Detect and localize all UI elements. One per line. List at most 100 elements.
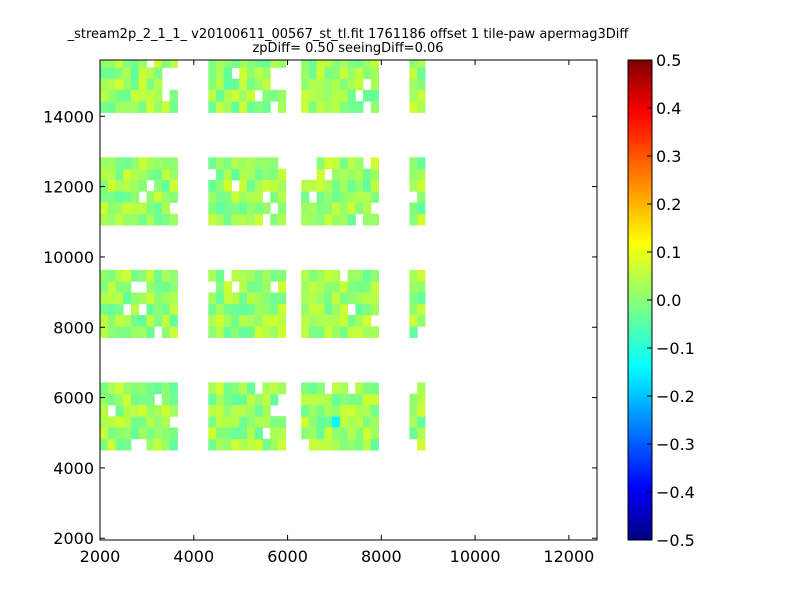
heatmap-cell <box>138 101 147 113</box>
x-tick-label: 10000 <box>450 547 501 566</box>
heatmap-cell <box>277 89 287 102</box>
heatmap-cell <box>332 202 341 215</box>
heatmap-cell <box>169 179 178 192</box>
heatmap-cell <box>277 179 287 192</box>
heatmap-cell <box>355 168 364 181</box>
heatmap-cell <box>277 101 287 113</box>
heatmap-cell <box>146 314 155 327</box>
heatmap-cell <box>355 427 364 440</box>
heatmap-cell <box>216 157 225 170</box>
heatmap-cell <box>339 382 349 395</box>
heatmap-cell <box>262 67 271 80</box>
heatmap-cell <box>254 78 263 91</box>
heatmap-cell <box>417 168 426 181</box>
heatmap-cell <box>169 101 178 113</box>
heatmap-cell <box>332 314 341 327</box>
heatmap-cell <box>169 404 178 417</box>
heatmap-cell <box>154 67 163 80</box>
heatmap-cell <box>308 393 318 406</box>
heatmap-cell <box>169 213 178 226</box>
heatmap-cell <box>107 382 116 395</box>
heatmap-cell <box>301 179 310 192</box>
heatmap-cell <box>107 67 116 80</box>
heatmap-cell <box>409 157 418 170</box>
heatmap-cell <box>208 314 217 327</box>
heatmap-cell <box>231 101 240 113</box>
heatmap-cell <box>254 438 263 451</box>
heatmap-cell <box>301 393 310 406</box>
heatmap-cell <box>355 179 364 192</box>
heatmap-cell <box>208 416 217 428</box>
heatmap-cell <box>100 60 109 68</box>
heatmap-cell <box>130 303 140 316</box>
heatmap-cell <box>347 326 356 338</box>
heatmap-cell <box>316 292 325 305</box>
heatmap-cell <box>316 191 325 203</box>
heatmap-cell <box>417 269 426 282</box>
heatmap-cell <box>355 303 364 316</box>
heatmap-cell <box>107 213 116 226</box>
heatmap-cell <box>347 78 356 91</box>
colorbar-tick-label: −0.5 <box>656 531 695 550</box>
heatmap-cell <box>409 179 418 192</box>
heatmap-cell <box>308 303 318 316</box>
heatmap-cell <box>301 213 310 226</box>
heatmap-cell <box>246 269 256 282</box>
heatmap-cell <box>316 213 325 226</box>
heatmap-cell <box>363 292 372 305</box>
heatmap-cell <box>100 78 109 91</box>
heatmap-cell <box>347 89 356 102</box>
heatmap-cell <box>138 382 147 395</box>
heatmap-cell <box>332 101 341 113</box>
heatmap-cell <box>231 326 240 338</box>
heatmap-cell <box>308 427 318 440</box>
heatmap-cell <box>107 202 116 215</box>
heatmap-cell <box>216 101 225 113</box>
heatmap-cell <box>347 202 356 215</box>
heatmap-cell <box>254 157 263 170</box>
heatmap-cell <box>130 101 140 113</box>
heatmap-cell <box>161 60 171 68</box>
heatmap-cell <box>246 60 256 68</box>
heatmap-cell <box>301 314 310 327</box>
heatmap-cell <box>130 292 140 305</box>
heatmap-cell <box>146 382 155 395</box>
heatmap-cell <box>115 404 124 417</box>
heatmap-cell <box>347 101 356 113</box>
heatmap-cell <box>316 202 325 215</box>
heatmap-cell <box>107 89 116 102</box>
heatmap-cell <box>262 269 271 282</box>
heatmap-cell <box>355 101 364 113</box>
heatmap-cell <box>370 101 380 113</box>
heatmap-cell <box>339 67 349 80</box>
heatmap-cell <box>107 292 116 305</box>
heatmap-cell <box>154 438 163 451</box>
heatmap-cell <box>239 292 248 305</box>
heatmap-cell <box>154 168 163 181</box>
heatmap-cell <box>223 191 233 203</box>
heatmap-cell <box>262 202 271 215</box>
heatmap-cell <box>355 438 364 451</box>
heatmap-cell <box>138 89 147 102</box>
y-tick-label: 2000 <box>53 529 94 548</box>
heatmap-cell <box>339 157 349 170</box>
heatmap-cell <box>115 292 124 305</box>
heatmap-cell <box>208 67 217 80</box>
heatmap-cell <box>208 202 217 215</box>
heatmap-cell <box>355 292 364 305</box>
heatmap-cell <box>417 157 426 170</box>
heatmap-cell <box>169 292 178 305</box>
heatmap-cell <box>115 78 124 91</box>
heatmap-cell <box>339 326 349 338</box>
heatmap-cell <box>208 60 217 68</box>
heatmap-cell <box>363 438 372 451</box>
heatmap-cell <box>216 213 225 226</box>
heatmap-cell <box>107 269 116 282</box>
heatmap-cell <box>324 60 333 68</box>
heatmap-cell <box>301 404 310 417</box>
heatmap-cell <box>115 326 124 338</box>
heatmap-cell <box>409 404 418 417</box>
heatmap-cell <box>370 67 380 80</box>
heatmap-cell <box>239 179 248 192</box>
heatmap-cell <box>100 179 109 192</box>
